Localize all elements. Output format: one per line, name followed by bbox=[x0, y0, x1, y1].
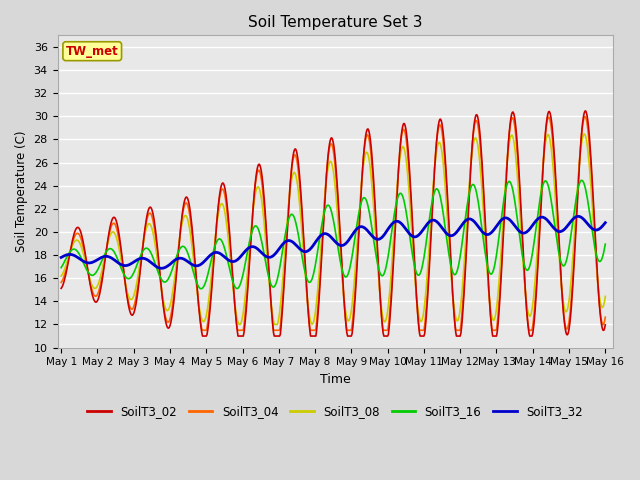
Text: TW_met: TW_met bbox=[66, 45, 118, 58]
X-axis label: Time: Time bbox=[319, 373, 351, 386]
Title: Soil Temperature Set 3: Soil Temperature Set 3 bbox=[248, 15, 422, 30]
Legend: SoilT3_02, SoilT3_04, SoilT3_08, SoilT3_16, SoilT3_32: SoilT3_02, SoilT3_04, SoilT3_08, SoilT3_… bbox=[83, 400, 588, 423]
Y-axis label: Soil Temperature (C): Soil Temperature (C) bbox=[15, 131, 28, 252]
